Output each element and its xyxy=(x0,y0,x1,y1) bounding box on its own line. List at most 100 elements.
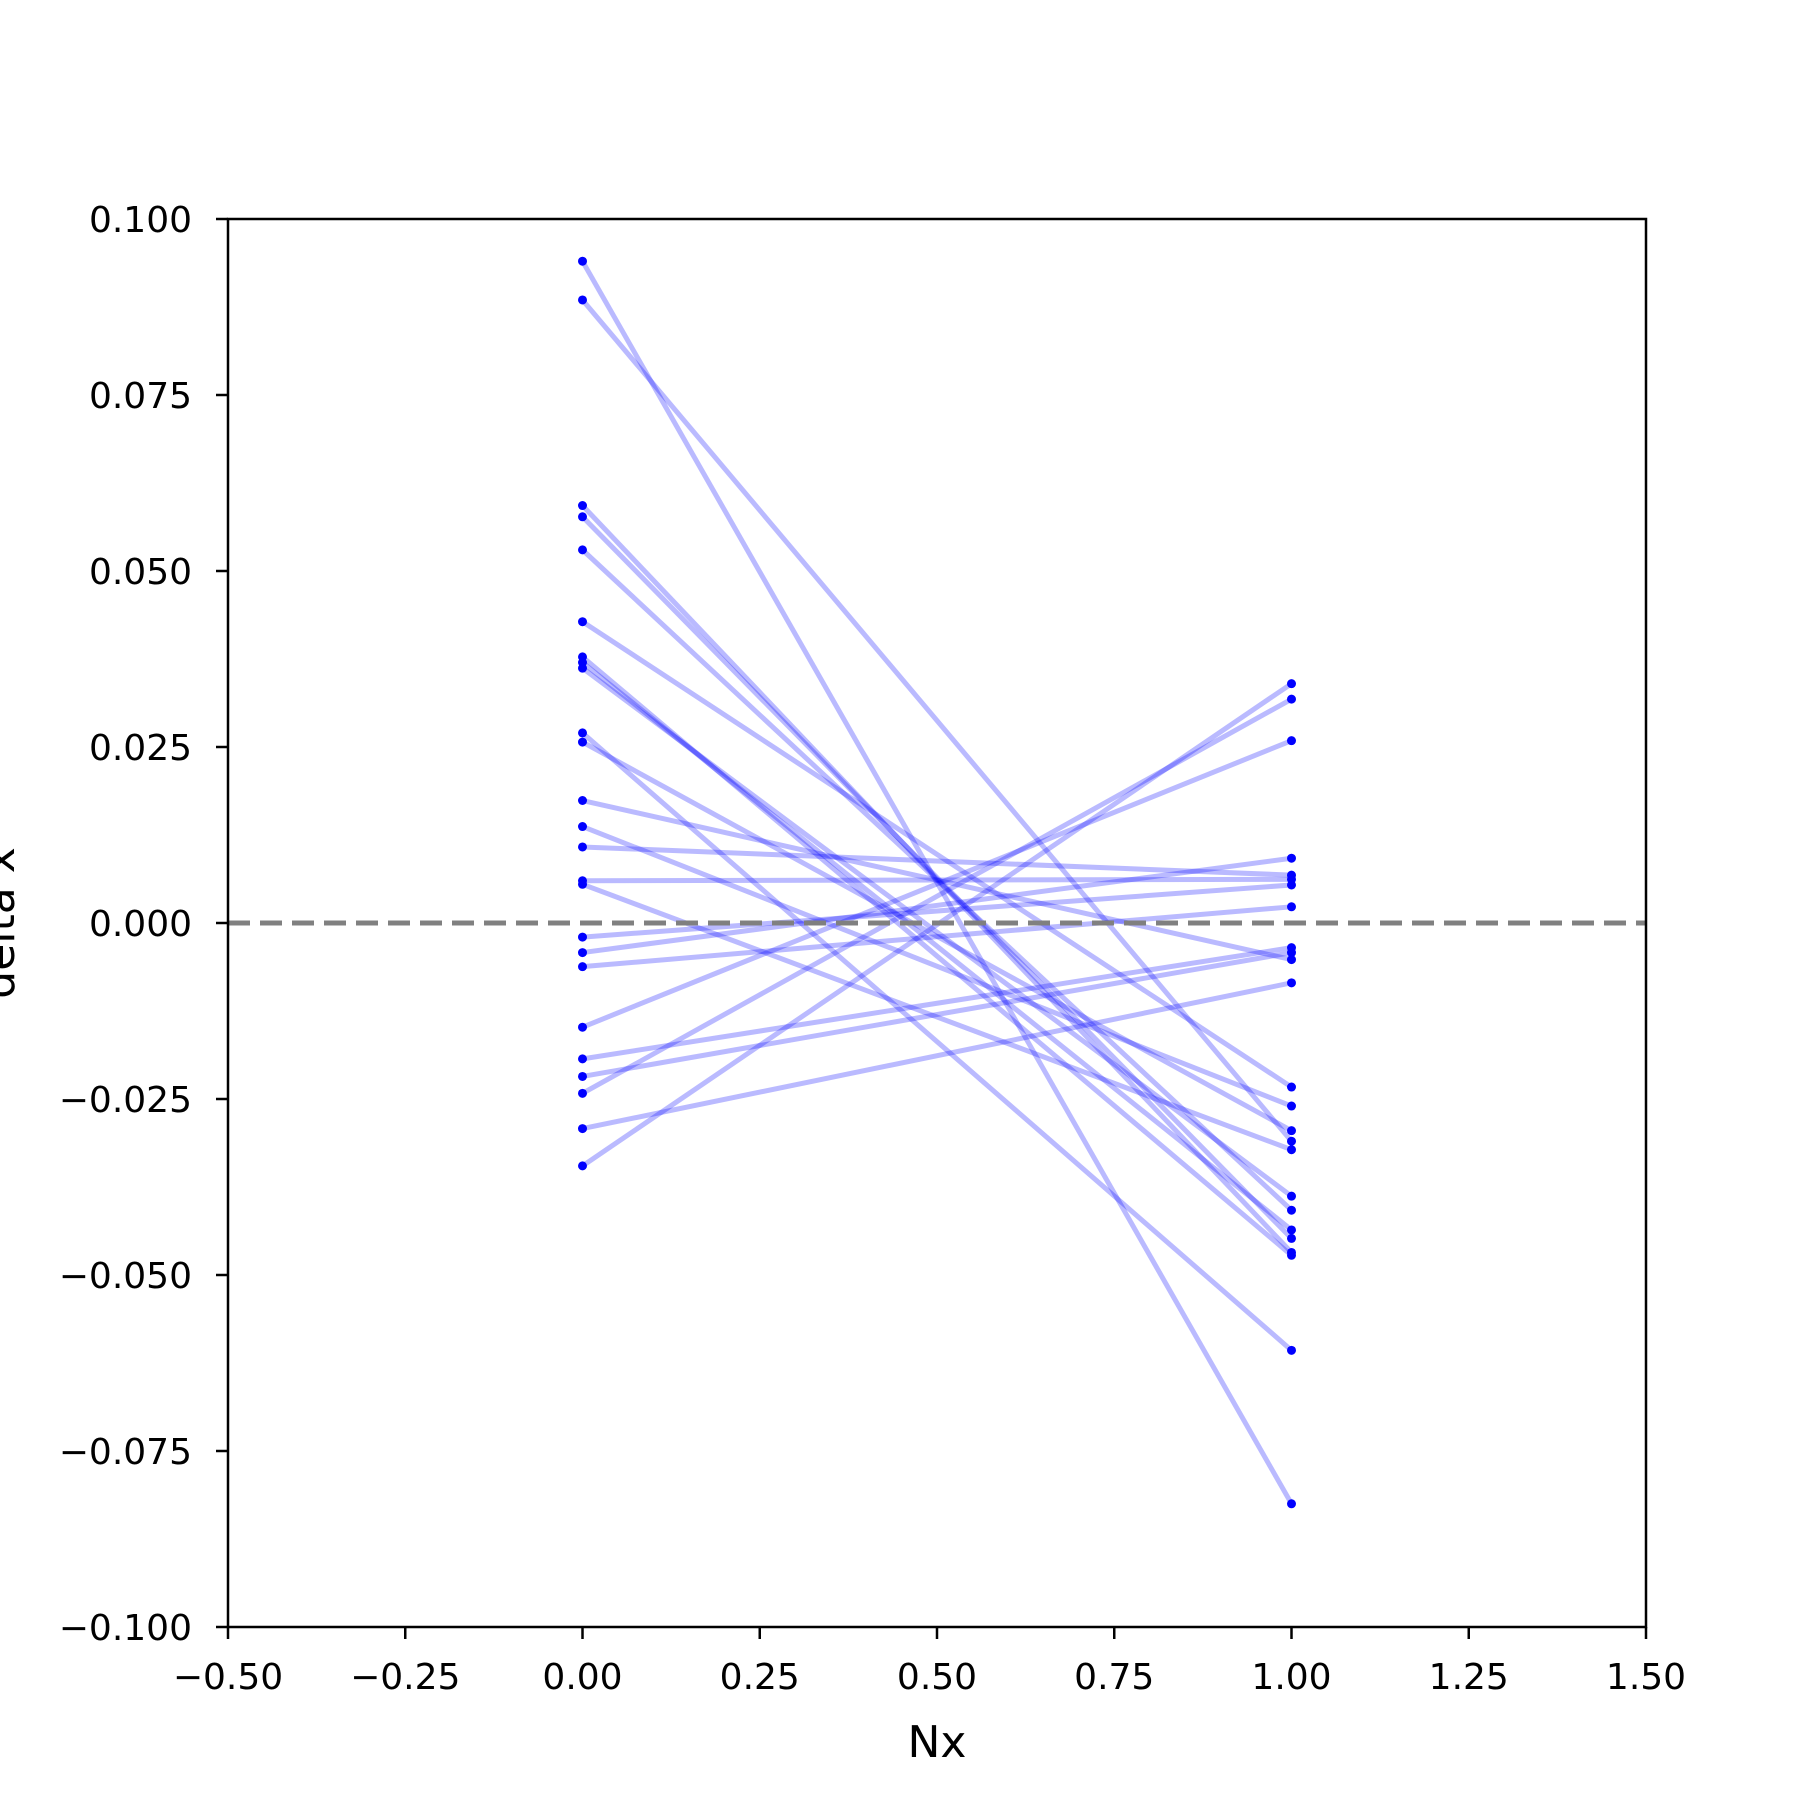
series-line xyxy=(581,798,1293,963)
series-line xyxy=(580,503,1294,1255)
series-20 xyxy=(578,736,1296,1032)
data-point xyxy=(578,842,587,852)
data-point xyxy=(1287,880,1296,890)
series-line xyxy=(582,844,1292,878)
data-point xyxy=(578,822,587,832)
data-point xyxy=(1287,1145,1296,1155)
data-point xyxy=(1287,679,1296,689)
x-tick-label: 0.75 xyxy=(1074,1657,1154,1698)
data-point xyxy=(1287,955,1296,965)
plot-area xyxy=(578,256,1296,1509)
y-tick-label: −0.050 xyxy=(59,1256,192,1297)
x-tick-label: 1.50 xyxy=(1606,1657,1686,1698)
x-tick-label: 0.25 xyxy=(720,1657,800,1698)
data-point xyxy=(578,948,587,958)
series-13 xyxy=(578,822,1296,1111)
series-10 xyxy=(578,728,1296,1355)
series-line xyxy=(582,904,1292,970)
data-point xyxy=(1287,902,1296,912)
series-line xyxy=(581,881,1293,1153)
series-19 xyxy=(578,902,1296,972)
x-tick-label: −0.50 xyxy=(173,1657,283,1698)
data-point xyxy=(578,728,587,738)
data-point xyxy=(578,1124,587,1134)
series-line xyxy=(581,739,1293,1133)
series-9 xyxy=(578,663,1296,1201)
data-point xyxy=(1287,1499,1296,1509)
data-point xyxy=(1287,1250,1296,1260)
data-point xyxy=(1287,1191,1296,1201)
x-axis-label: Nx xyxy=(908,1717,967,1768)
y-tick-label: −0.025 xyxy=(59,1080,192,1121)
series-1 xyxy=(578,256,1296,1509)
data-point xyxy=(578,295,587,305)
data-point xyxy=(1287,853,1296,863)
x-tick-label: 1.00 xyxy=(1251,1657,1331,1698)
series-4 xyxy=(578,512,1296,1243)
data-point xyxy=(578,796,587,806)
y-tick-label: −0.100 xyxy=(59,1608,192,1649)
y-tick-label: 0.000 xyxy=(89,904,192,945)
data-point xyxy=(1287,1205,1296,1215)
series-line xyxy=(580,298,1294,1143)
series-11 xyxy=(578,737,1296,1136)
series-line xyxy=(582,950,1292,1079)
y-tick-label: 0.025 xyxy=(89,728,192,769)
series-5 xyxy=(578,545,1296,1215)
y-tick-label: −0.075 xyxy=(59,1432,192,1473)
y-tick-label: 0.050 xyxy=(89,552,192,593)
data-point xyxy=(1287,978,1296,988)
data-point xyxy=(578,256,587,266)
data-point xyxy=(578,737,587,747)
series-line xyxy=(582,855,1292,956)
data-point xyxy=(1287,1225,1296,1235)
x-axis: −0.50 −0.25 0.00 0.25 0.50 0.75 1.00 1.25 1.50 xyxy=(173,1627,1686,1698)
x-tick-label: 0.50 xyxy=(897,1657,977,1698)
series-line xyxy=(581,696,1293,1096)
series-17 xyxy=(578,880,1296,942)
series-line xyxy=(581,738,1293,1030)
data-point xyxy=(578,663,587,673)
data-point xyxy=(1287,1101,1296,1111)
y-axis-label: delta x xyxy=(0,847,25,998)
series-line xyxy=(580,260,1294,1506)
x-tick-label: 1.25 xyxy=(1429,1657,1509,1698)
data-point xyxy=(578,617,587,627)
y-axis: 0.100 0.075 0.050 0.025 0.000 −0.025 −0.050 −0.… xyxy=(59,200,228,1649)
series-line xyxy=(582,882,1292,940)
series-12 xyxy=(578,796,1296,965)
data-point xyxy=(578,545,587,555)
data-point xyxy=(578,512,587,522)
data-point xyxy=(1287,1136,1296,1146)
data-point xyxy=(578,1022,587,1032)
data-point xyxy=(578,962,587,972)
series-line xyxy=(581,666,1293,1199)
data-point xyxy=(578,1054,587,1064)
series-18 xyxy=(578,853,1296,958)
data-point xyxy=(1287,736,1296,746)
data-point xyxy=(578,879,587,889)
series-6 xyxy=(578,617,1296,1092)
series-line xyxy=(581,619,1293,1090)
series-line xyxy=(580,515,1294,1241)
data-point xyxy=(578,1088,587,1098)
series-line xyxy=(582,876,1292,884)
data-point xyxy=(1287,948,1296,958)
series-22 xyxy=(578,948,1296,1081)
series-line xyxy=(580,654,1294,1258)
data-point xyxy=(1287,1082,1296,1092)
series-24 xyxy=(578,978,1296,1134)
series-line xyxy=(581,980,1293,1132)
series-line xyxy=(581,824,1293,1109)
data-point xyxy=(1287,694,1296,704)
data-point xyxy=(578,1161,587,1171)
series-line xyxy=(582,945,1292,1062)
y-tick-label: 0.075 xyxy=(89,376,192,417)
data-point xyxy=(578,932,587,942)
x-tick-label: 0.00 xyxy=(542,1657,622,1698)
data-point xyxy=(1287,1233,1296,1243)
series-line xyxy=(580,660,1294,1232)
data-point xyxy=(578,501,587,511)
data-point xyxy=(1287,1126,1296,1136)
